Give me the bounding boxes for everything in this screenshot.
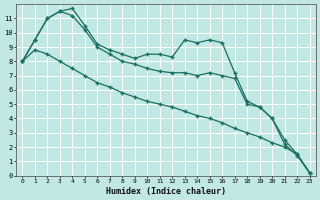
- X-axis label: Humidex (Indice chaleur): Humidex (Indice chaleur): [106, 187, 226, 196]
